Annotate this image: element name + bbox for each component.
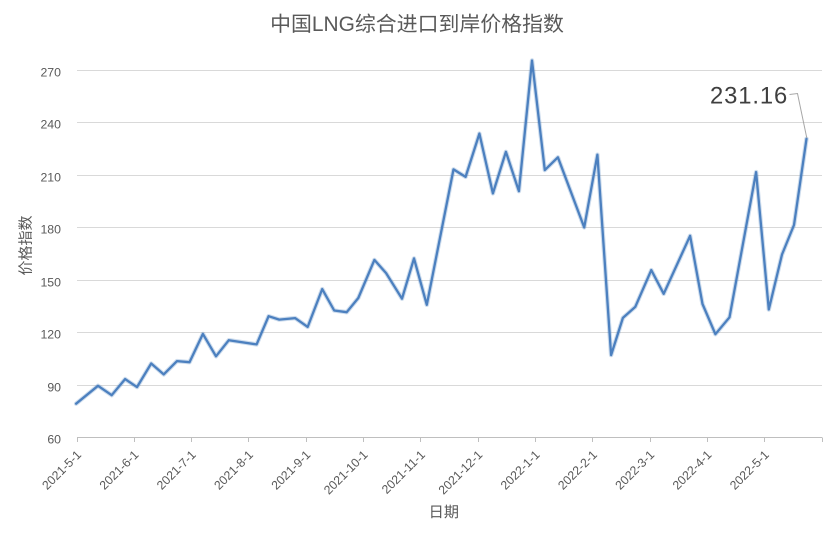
svg-text:60: 60 xyxy=(47,432,61,446)
svg-text:231.16: 231.16 xyxy=(710,83,788,110)
svg-text:150: 150 xyxy=(40,275,61,289)
svg-text:210: 210 xyxy=(40,170,61,184)
svg-text:90: 90 xyxy=(47,380,61,394)
svg-text:LNG: LNG xyxy=(312,13,355,36)
svg-text:120: 120 xyxy=(40,327,61,341)
svg-text:240: 240 xyxy=(40,117,61,131)
svg-text:270: 270 xyxy=(40,65,61,79)
svg-text:180: 180 xyxy=(40,222,61,236)
